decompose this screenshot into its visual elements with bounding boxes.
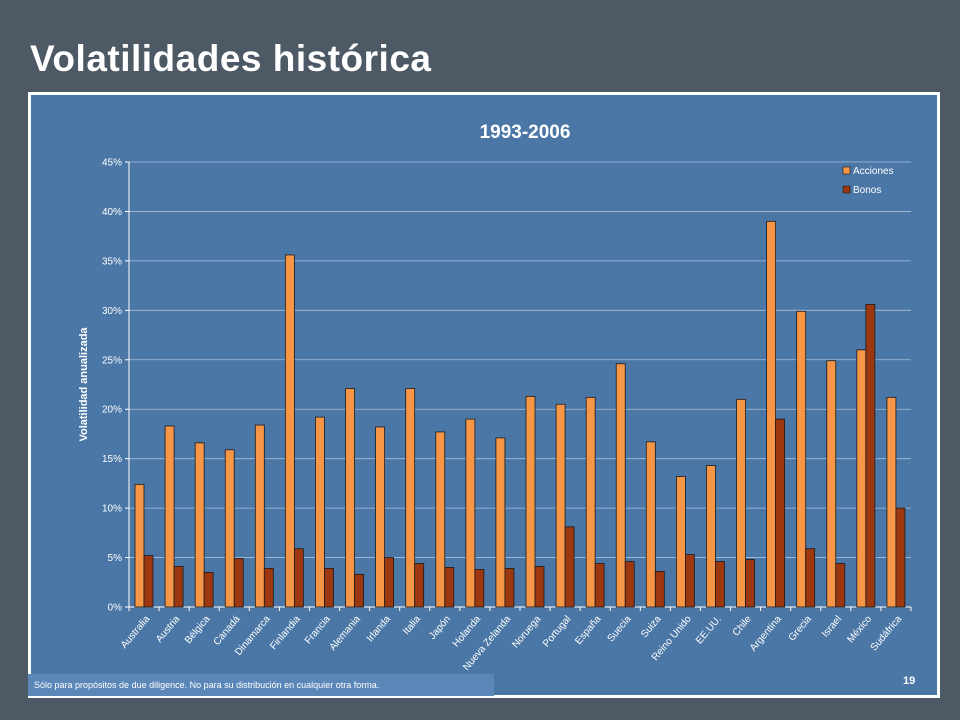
bar-bonos (414, 563, 425, 608)
bar-bonos (865, 303, 876, 608)
bar-acciones (886, 396, 897, 608)
legend-label: Bonos (853, 185, 881, 196)
y-axis-label: Volatilidad anualizada (78, 327, 90, 442)
bar-bonos (504, 568, 515, 608)
x-tick-label: Japón (427, 614, 453, 642)
legend-label: Acciones (853, 166, 894, 177)
bar-acciones (826, 360, 837, 608)
bar-bonos (324, 568, 334, 608)
bar-bonos (474, 569, 485, 608)
x-tick-label: Italia (401, 614, 423, 638)
bar-acciones (615, 363, 626, 608)
bar-acciones (435, 431, 446, 608)
bar-bonos (895, 507, 906, 608)
x-tick-label: Bélgica (183, 614, 213, 647)
bar-bonos (444, 567, 455, 608)
bar-bonos (384, 557, 395, 608)
bar-bonos (534, 566, 545, 608)
bar-bonos (805, 548, 816, 608)
bar-acciones (254, 424, 265, 608)
bar-acciones (706, 465, 716, 608)
bar-acciones (375, 426, 386, 608)
x-tick-label: Argentina (748, 614, 784, 654)
chart-title: 1993-2006 (480, 122, 571, 143)
bar-acciones (315, 416, 325, 608)
bar-chart: 1993-2006 0% 5% 10% 15% 20% 25% 30% 35% 40% 45% Vol… (78, 122, 912, 673)
bar-acciones (164, 425, 175, 608)
bar-bonos (564, 526, 575, 608)
x-tick-label: Noruega (510, 614, 543, 651)
bar-acciones (465, 418, 476, 608)
bar-bonos (203, 571, 214, 608)
x-tick-label: Australia (119, 614, 153, 651)
y-tick-label: 35% (102, 256, 122, 267)
bar-acciones (284, 254, 295, 608)
bar-bonos (143, 555, 154, 608)
x-tick-label: Portugal (541, 614, 573, 650)
x-tick-label: España (573, 614, 604, 647)
x-tick-label: Suiza (639, 614, 664, 641)
bar-bonos (594, 563, 605, 608)
x-tick-label: Grecia (787, 614, 815, 644)
bar-bonos (775, 418, 786, 608)
bar-acciones (675, 476, 686, 608)
bar-acciones (345, 388, 355, 608)
bar-bonos (233, 558, 244, 608)
x-tick-label: Suecia (605, 614, 633, 645)
bar-acciones (224, 449, 235, 608)
y-tick-label: 15% (102, 454, 122, 465)
legend-swatch (842, 185, 851, 194)
y-tick-label: 40% (102, 207, 122, 218)
bar-acciones (525, 395, 536, 608)
y-tick-label: 10% (102, 504, 122, 515)
bar-acciones (495, 437, 506, 608)
bar-bonos (835, 563, 846, 608)
bar-bonos (263, 568, 274, 608)
y-tick-label: 5% (108, 553, 123, 564)
x-tick-label: Canadá (212, 614, 243, 648)
x-tick-label: Sudáfrica (869, 614, 905, 654)
y-tick-label: 0% (108, 603, 123, 614)
bar-acciones (585, 396, 596, 608)
bar-bonos (684, 554, 695, 608)
x-tick-label: EE.UU. (694, 614, 724, 647)
x-tick-label: Chile (731, 614, 754, 639)
bar-acciones (766, 220, 777, 608)
x-tick-label: Alemania (328, 614, 364, 653)
x-tick-label: México (845, 614, 874, 646)
x-tick-label: Irlanda (365, 614, 393, 645)
bar-acciones (645, 441, 656, 608)
bar-acciones (736, 398, 746, 608)
x-tick-label: Francia (303, 614, 333, 647)
bar-acciones (134, 483, 145, 608)
bar-bonos (624, 561, 635, 608)
bar-acciones (856, 349, 867, 608)
bar-acciones (194, 442, 205, 608)
bar-acciones (405, 388, 416, 608)
bar-bonos (654, 570, 665, 608)
y-tick-label: 20% (102, 405, 122, 416)
y-tick-label: 45% (102, 158, 122, 169)
bar-bonos (745, 559, 755, 608)
bar-bonos (293, 548, 304, 608)
x-tick-label: Israel (820, 614, 844, 640)
disclaimer-text: Sólo para propósitos de due diligence. N… (28, 674, 494, 696)
bar-acciones (796, 310, 807, 608)
x-tick-label: Finlandia (268, 614, 303, 652)
bar-bonos (354, 573, 364, 608)
y-tick-label: 25% (102, 355, 122, 366)
legend-swatch (842, 166, 851, 175)
bar-bonos (173, 566, 184, 608)
bar-bonos (715, 561, 725, 608)
page-number: 19 (903, 675, 916, 687)
chart-panel: 1993-2006 0% 5% 10% 15% 20% 25% 30% 35% 40% 45% Vol… (28, 92, 940, 698)
x-tick-label: Austria (154, 614, 183, 645)
slide-title: Volatilidades histórica (30, 38, 432, 79)
bar-acciones (555, 403, 566, 608)
y-tick-label: 30% (102, 306, 122, 317)
